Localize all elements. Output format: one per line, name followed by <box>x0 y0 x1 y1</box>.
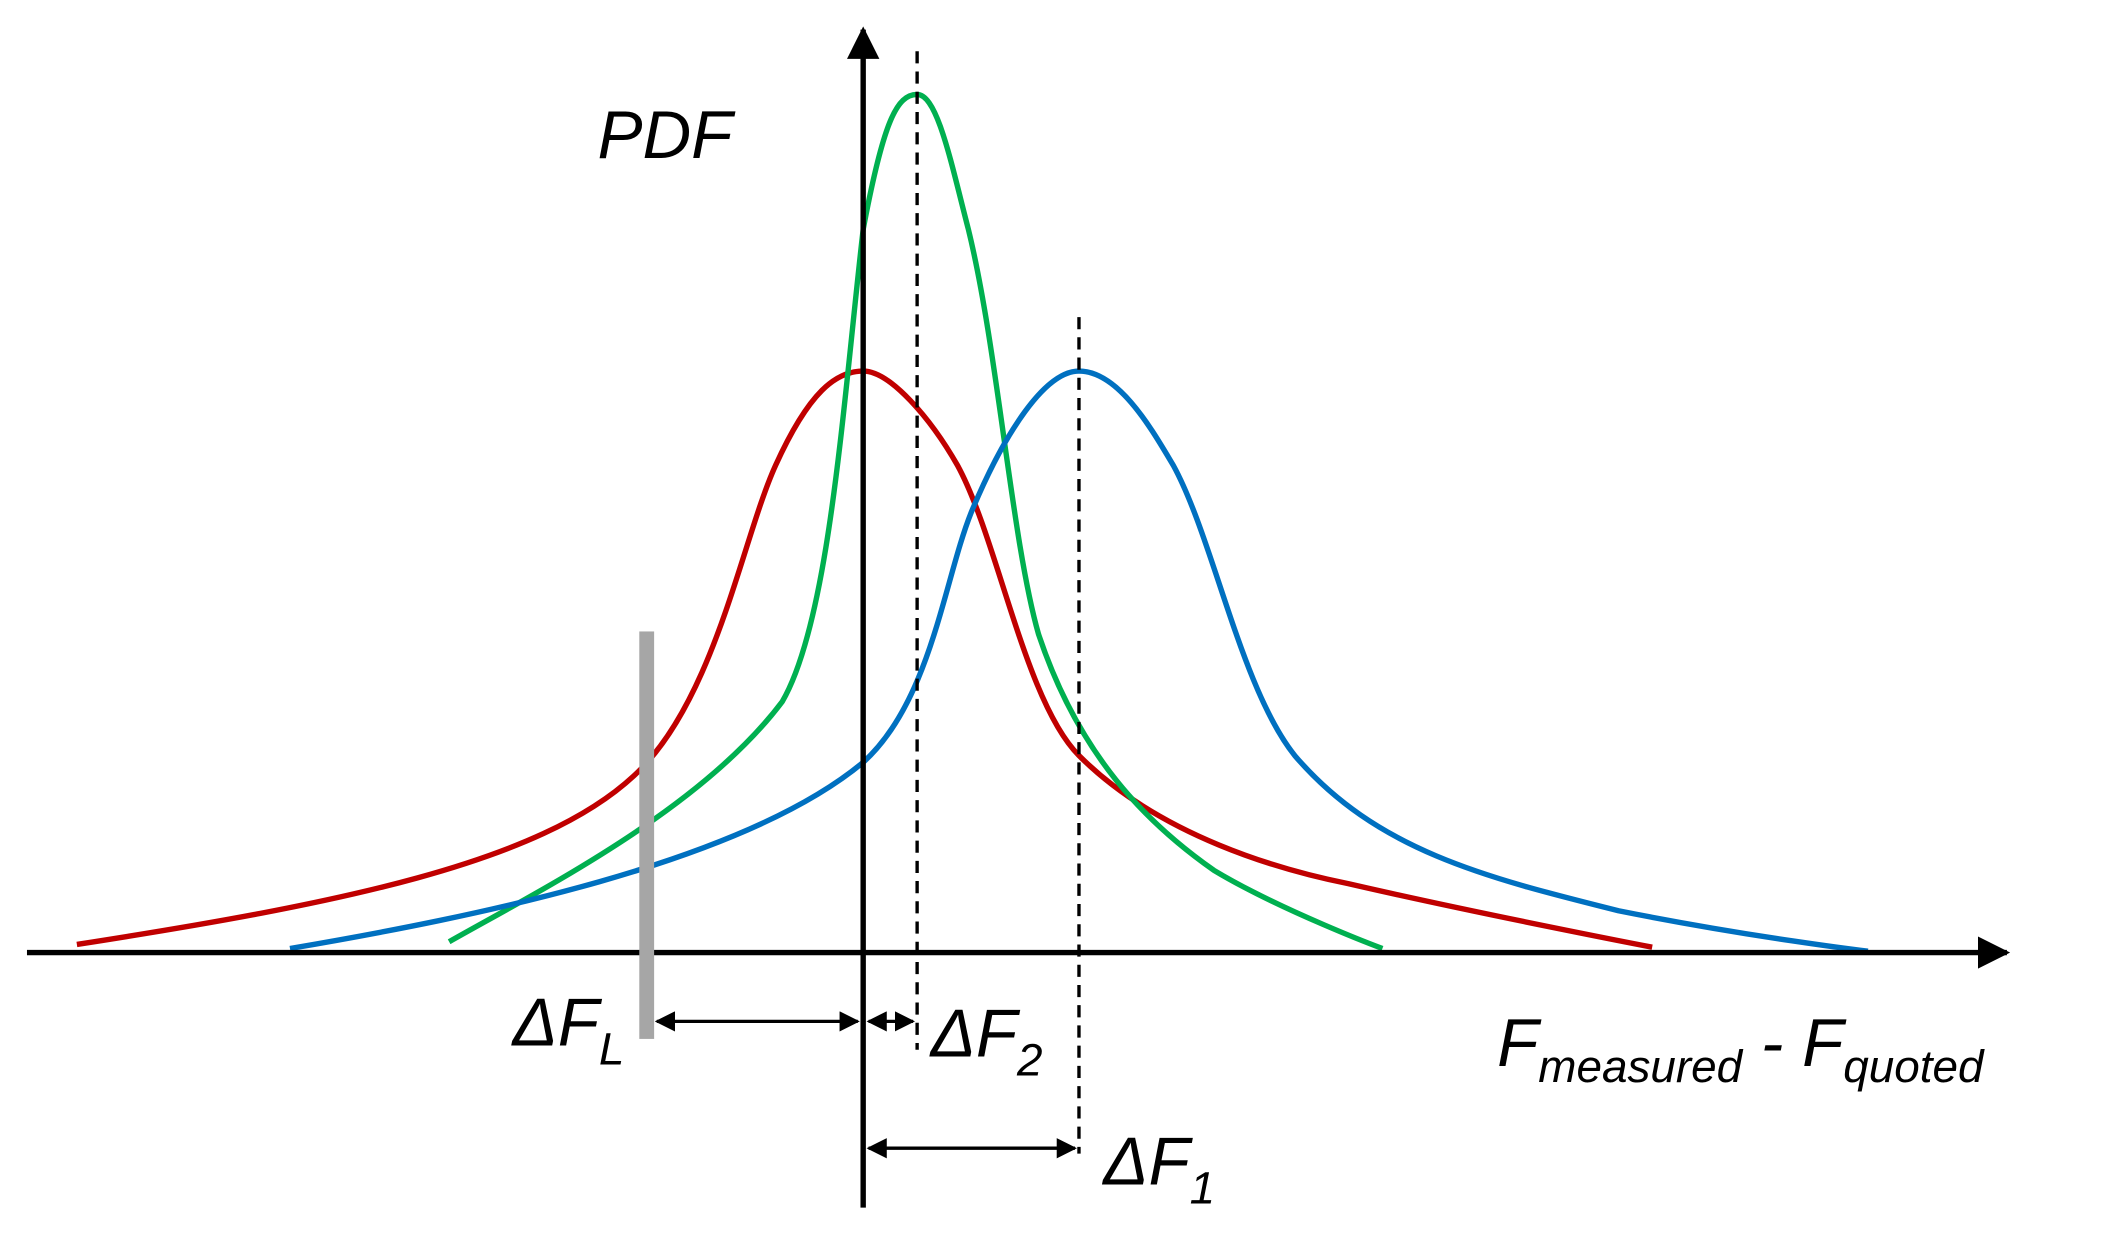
label-main: F <box>1497 1006 1542 1081</box>
limit-bar <box>639 631 655 1039</box>
label-main: ΔF <box>511 986 603 1061</box>
label-sub: quoted <box>1843 1040 1985 1092</box>
delta-label: ΔF1 <box>1101 1125 1215 1214</box>
delta-label: ΔF2 <box>929 996 1043 1085</box>
label-sub: 1 <box>1190 1162 1216 1214</box>
label-sub: L <box>599 1023 625 1075</box>
label-sub: measured <box>1538 1040 1743 1092</box>
red-curve <box>76 368 1653 950</box>
label-sub: 2 <box>1016 1033 1043 1085</box>
green-curve <box>447 91 1384 952</box>
blue-curve <box>289 368 1869 954</box>
y-axis-label: PDF <box>597 98 736 173</box>
label-main: ΔF <box>1101 1125 1193 1200</box>
delta-label: ΔFL <box>511 986 625 1075</box>
label-main: ΔF <box>929 996 1021 1071</box>
label-main: - F <box>1742 1006 1847 1081</box>
x-axis-label: Fmeasured - Fquoted <box>1497 1006 1985 1092</box>
